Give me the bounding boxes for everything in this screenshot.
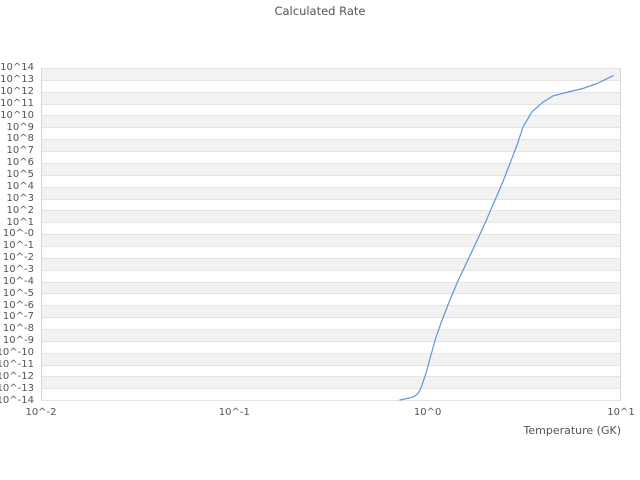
y-tick-label: 10^-3 [2,263,34,275]
y-tick-label: 10^4 [6,180,34,192]
gridline-y [42,68,620,69]
gridline-y [42,281,620,283]
gridline-y [42,329,620,330]
gridline-y [42,340,620,342]
gridline-y [42,139,620,141]
y-tick-label: 10^10 [0,109,34,121]
y-tick-label: 10^-4 [2,275,34,287]
grid-band [42,257,620,270]
grid-band [42,281,620,294]
y-tick-label: 10^9 [6,121,34,133]
gridline-y [42,388,620,390]
y-tick-label: 10^6 [6,157,34,169]
gridline-y [42,305,620,307]
y-tick-label: 10^12 [0,86,34,98]
gridline-y [42,210,620,212]
plot-area [41,68,621,402]
x-tick-label: 10^-1 [218,407,250,418]
y-tick-label: 10^-10 [0,347,34,359]
y-tick-label: 10^7 [6,145,34,157]
gridline-y [42,91,620,93]
x-tick-label: 10^-2 [25,407,57,418]
y-tick-label: 10^2 [6,204,34,216]
y-tick-label: 10^-9 [2,335,34,347]
gridline-y [42,174,620,176]
y-tick-label: 10^-5 [2,287,34,299]
y-tick-label: 10^-1 [2,240,34,252]
gridline-y [42,198,620,200]
y-tick-label: 10^3 [6,192,34,204]
y-tick-label: 10^-12 [0,370,34,382]
y-tick-label: 10^1 [6,216,34,228]
gridline-y [42,127,620,129]
gridline-y [42,293,620,295]
grid-band [42,115,620,128]
grid-band [42,234,620,246]
gridline-y [42,352,620,354]
gridline-y [42,257,620,259]
y-tick-label: 10^14 [0,62,34,74]
grid-band [42,352,620,365]
grid-band [42,210,620,223]
gridline-y [42,245,620,247]
gridline-y [42,79,620,81]
gridline-y [42,234,620,236]
y-tick-label: 10^-7 [2,311,34,323]
grid-band [42,376,620,389]
gridline-y [42,103,620,105]
y-tick-label: 10^11 [0,97,34,109]
gridline-y [42,151,620,153]
y-tick-label: 10^-2 [2,252,34,264]
y-tick-label: 10^-6 [2,299,34,311]
gridline-y [42,222,620,224]
y-tick-label: 10^-14 [0,394,34,406]
y-tick-label: 10^13 [0,74,34,86]
chart-title: Calculated Rate [274,4,366,18]
gridline-y [42,115,620,117]
y-tick-label: 10^-8 [2,323,34,335]
x-tick-label: 10^0 [413,407,442,418]
gridline-y [42,376,620,378]
y-tick-label: 10^-0 [2,228,34,240]
grid-band [42,305,620,318]
grid-band [42,162,620,175]
grid-band [42,68,620,80]
grid-band [42,91,620,104]
y-tick-label: 10^-13 [0,382,34,394]
gridline-y [42,364,620,366]
grid-band [42,139,620,152]
grid-band [42,329,620,341]
grid-band [42,186,620,199]
gridline-y [42,186,620,188]
x-axis-label: Temperature (GK) [523,424,622,437]
y-tick-label: 10^-11 [0,358,34,370]
gridline-y [42,269,620,271]
gridline-y [42,400,620,402]
x-tick-label: 10^1 [607,407,635,418]
y-tick-label: 10^5 [6,169,34,181]
gridline-y [42,317,620,319]
gridline-y [42,162,620,164]
y-tick-label: 10^8 [6,133,34,145]
